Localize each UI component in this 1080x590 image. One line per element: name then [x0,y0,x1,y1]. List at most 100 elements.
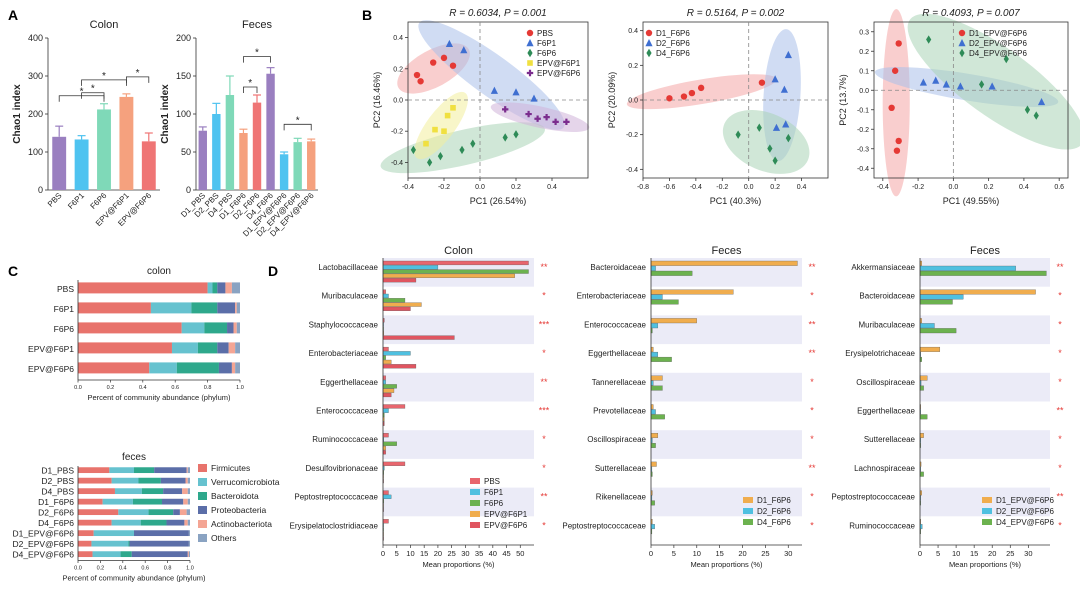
segment-Proteobacteria [217,302,236,314]
row-band [383,372,534,402]
y-tick-label: 100 [176,109,191,119]
bar-D2_EPV@F6P6 [293,142,302,190]
bar-D4_EPV@F6P6 [919,270,1047,276]
category-label: D4_EPV@F6P6 [12,549,74,559]
point-D2_F6P6 [782,120,790,128]
segment-Verrucomicrobiota [92,551,121,558]
segment-Others [188,551,190,558]
x-tick-label: 1.0 [186,566,194,572]
segment-Bacteroidota [120,551,132,558]
significance-bracket [243,56,271,63]
segment-Verrucomicrobiota [181,322,205,334]
point-D4_EPV@F6P6 [978,80,985,89]
point-EPV@F6P1 [432,126,438,133]
x-tick-label: 1.0 [236,385,244,391]
point-D1_EPV@F6P6 [895,40,902,47]
y-tick-label: 0 [38,185,43,195]
bar-EPV@F6P1 [382,445,386,451]
row-band [651,372,802,402]
segment-Firmicutes [78,477,112,484]
category-label: Muribaculaceae [859,320,916,329]
bar-F6P6 [97,109,111,190]
segment-Verrucomicrobiota [114,488,142,495]
legend-label: D2_F6P6 [757,507,791,516]
x-tick-label: 0.4 [797,184,807,191]
segment-Actinobacteriota [233,322,237,334]
category-label: Desulfovibrionaceae [306,464,379,473]
legend-marker-EPV@F6P6 [526,69,534,77]
point-D1_EPV@F6P6 [891,67,899,74]
bar-D1_F6P6 [650,318,697,324]
segment-Verrucomicrobiota [150,302,192,314]
bar-D2_F6P6 [650,294,663,300]
y-tick-label: 50 [181,147,191,157]
x-axis-label: PC1 (26.54%) [470,196,527,206]
category-label: Enterococcaceae [584,320,646,329]
category-label: Enterobacteriaceae [309,349,379,358]
segment-Actinobacteriota [187,551,189,558]
point-D2_EPV@F6P6 [932,76,940,84]
segment-Firmicutes [78,530,94,537]
point-D1_F6P6 [758,79,766,86]
bar-F6P6 [382,384,397,389]
bar-EPV@F6P1 [382,388,395,393]
x-tick-label: -0.2 [438,184,450,191]
significance-bracket [243,86,258,93]
significance-mark: * [1058,377,1062,387]
chart-title: Feces [970,245,1000,257]
category-label: Enterococcaceae [316,407,378,416]
segment-Firmicutes [78,519,112,526]
segment-Firmicutes [78,362,150,374]
chart-title: Feces [712,245,742,257]
significance-mark: *** [539,406,550,416]
category-label: D4_F6P6 [38,518,74,528]
significance-mark: ** [808,319,816,329]
segment-Verrucomicrobiota [118,509,149,516]
bar-F6P1 [74,139,89,190]
x-tick-label: 15 [970,549,978,558]
bar-EPV@F6P1 [382,273,515,278]
x-axis-label: Percent of community abundance (phylum) [63,574,206,583]
segment-Firmicutes [78,540,92,547]
x-tick-label: 0 [649,549,653,558]
significance-mark: * [1058,348,1062,358]
segment-Others [188,530,190,537]
point-D4_EPV@F6P6 [1033,111,1039,120]
legend-label: F6P1 [537,39,557,48]
point-EPV@F6P6 [563,118,570,126]
point-D1_F6P6 [688,89,696,97]
legend-label: Others [211,533,237,543]
x-axis-label: Mean proportions (%) [949,560,1022,569]
segment-Proteobacteria [129,540,189,547]
bar-D2_F6P6 [650,323,659,329]
legend-label: Verrucomicrobiota [211,477,280,487]
bar-PBS [382,490,389,495]
legend-label: D1_F6P6 [757,496,791,505]
category-label: Sutterellaceae [864,435,916,444]
point-F6P1 [445,39,453,48]
y-tick-label: 400 [28,33,43,43]
legend-marker-D2_EPV@F6P6 [958,39,966,47]
category-label: Eggerthellaceae [320,378,378,387]
segment-Others [231,282,240,294]
point-F6P6 [437,151,443,161]
legend-label: D1_EPV@F6P6 [969,29,1027,38]
bar-D2_F6P6 [650,351,659,357]
point-D2_F6P6 [784,50,792,59]
legend-swatch-Actinobacteriota [198,520,207,528]
point-PBS [417,78,424,85]
x-tick-label: 0.4 [139,385,147,391]
point-EPV@F6P6 [502,106,509,113]
significance-mark: * [1058,463,1062,473]
significance-mark: * [810,434,814,444]
x-tick-label: 30 [1024,549,1032,558]
x-axis-label: Mean proportions (%) [422,560,495,569]
segment-Verrucomicrobiota [111,477,139,484]
bar-F6P6 [382,441,397,446]
legend-label: Actinobacteriota [211,519,272,529]
x-tick-label: 0.4 [119,566,127,572]
legend-label: Bacteroidota [211,491,259,501]
category-label: Peptostreptococcaceae [831,493,915,502]
